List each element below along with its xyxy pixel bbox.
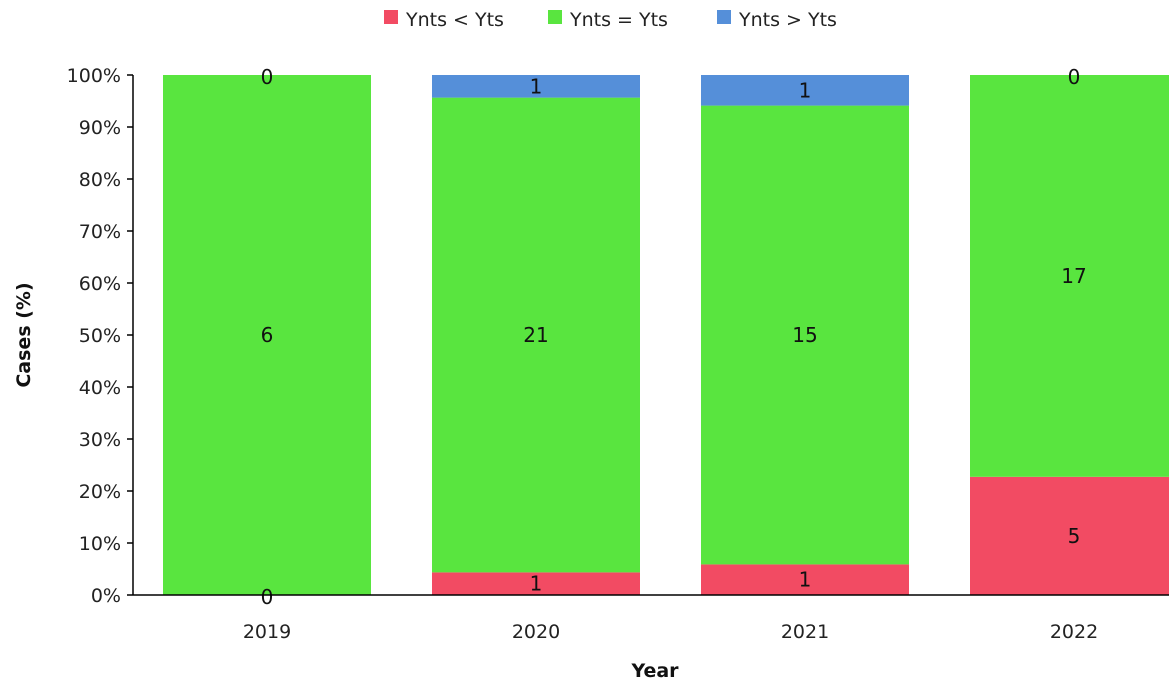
bar-segment-2019-series-1 [163,75,371,595]
y-tick-labels: 0% 10% 20% 30% 40% 50% 60% 70% 80% 90% 100% [67,65,133,607]
legend: Ynts < Yts Ynts = Yts Ynts > Yts [384,9,837,31]
data-label-2022-series-2: 0 [1068,65,1081,89]
data-label-2022-series-1: 17 [1061,264,1086,288]
y-tick-label: 30% [79,429,121,451]
x-tick-labels: 2019 2020 2021 2022 [243,621,1098,643]
x-tick-label-2019: 2019 [243,621,291,643]
data-label-2019-series-2: 0 [261,65,274,89]
x-tick-label-2022: 2022 [1050,621,1098,643]
data-label-2020-series-1: 21 [523,323,548,347]
bar-segment-2021-series-1 [701,105,909,565]
data-label-2019-series-1: 6 [261,323,274,347]
y-axis-title: Cases (%) [13,282,35,387]
y-tick-label: 20% [79,481,121,503]
y-tick-label: 100% [67,65,121,87]
data-label-2020-series-2: 1 [530,74,543,98]
bar-segment-2021-series-2 [701,75,909,106]
data-label-2020-series-0: 1 [530,572,543,596]
y-tick-label: 50% [79,325,121,347]
bar-segment-2022-series-1 [970,75,1169,477]
legend-label-0: Ynts < Yts [405,9,504,31]
bar-segment-2021-series-0 [701,564,909,595]
bar-segment-2022-series-0 [970,476,1169,595]
data-label-2021-series-1: 15 [792,323,817,347]
legend-swatch-0 [384,10,398,24]
y-tick-label: 70% [79,221,121,243]
legend-swatch-1 [548,10,562,24]
y-tick-label: 10% [79,533,121,555]
bars-group [163,75,1169,595]
data-label-2019-series-0: 0 [261,585,274,609]
x-tick-label-2020: 2020 [512,621,560,643]
legend-swatch-2 [717,10,731,24]
y-tick-label: 40% [79,377,121,399]
y-tick-label: 90% [79,117,121,139]
x-tick-label-2021: 2021 [781,621,829,643]
x-axis-title: Year [630,660,679,682]
bar-segment-2020-series-0 [432,572,640,595]
legend-label-1: Ynts = Yts [569,9,668,31]
data-label-2022-series-0: 5 [1068,524,1081,548]
y-tick-label: 0% [91,585,121,607]
bar-segment-2020-series-1 [432,97,640,573]
legend-label-2: Ynts > Yts [738,9,837,31]
y-tick-label: 60% [79,273,121,295]
data-label-2021-series-2: 1 [799,78,812,102]
bar-segment-2020-series-2 [432,75,640,98]
data-label-2021-series-0: 1 [799,568,812,592]
y-tick-label: 80% [79,169,121,191]
